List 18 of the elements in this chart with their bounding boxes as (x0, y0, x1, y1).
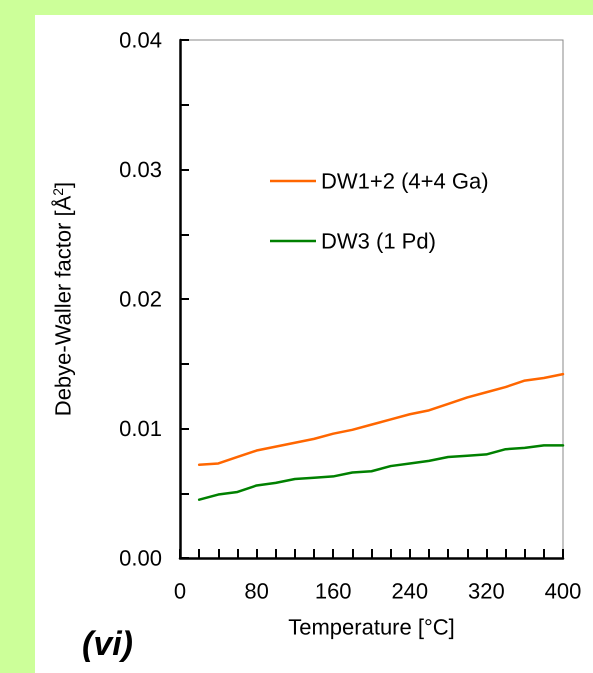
y-tick-label: 0.01 (119, 416, 162, 441)
legend-label: DW1+2 (4+4 Ga) (321, 168, 489, 194)
x-tick-label: 240 (391, 578, 428, 604)
x-tick-label: 400 (544, 578, 582, 604)
y-axis-title: Debye-Waller factor [Å2] (50, 182, 76, 416)
x-tick-label: 160 (314, 578, 352, 604)
text: (vi) (82, 625, 133, 663)
legend-label: DW3 (1 Pd) (321, 228, 436, 254)
x-axis-title: Temperature [°C] (288, 614, 455, 640)
x-tick-label: 320 (468, 578, 505, 604)
y-tick-label: 0.04 (119, 28, 162, 52)
y-tick-label: 0.02 (119, 286, 162, 312)
line-series (198, 372, 564, 466)
y-tick-label: 0.00 (119, 546, 162, 570)
y-tick-label: 0.03 (119, 157, 162, 182)
x-tick-label: 0 (174, 578, 186, 604)
line-series (198, 444, 564, 501)
x-tick-label: 80 (244, 578, 269, 604)
